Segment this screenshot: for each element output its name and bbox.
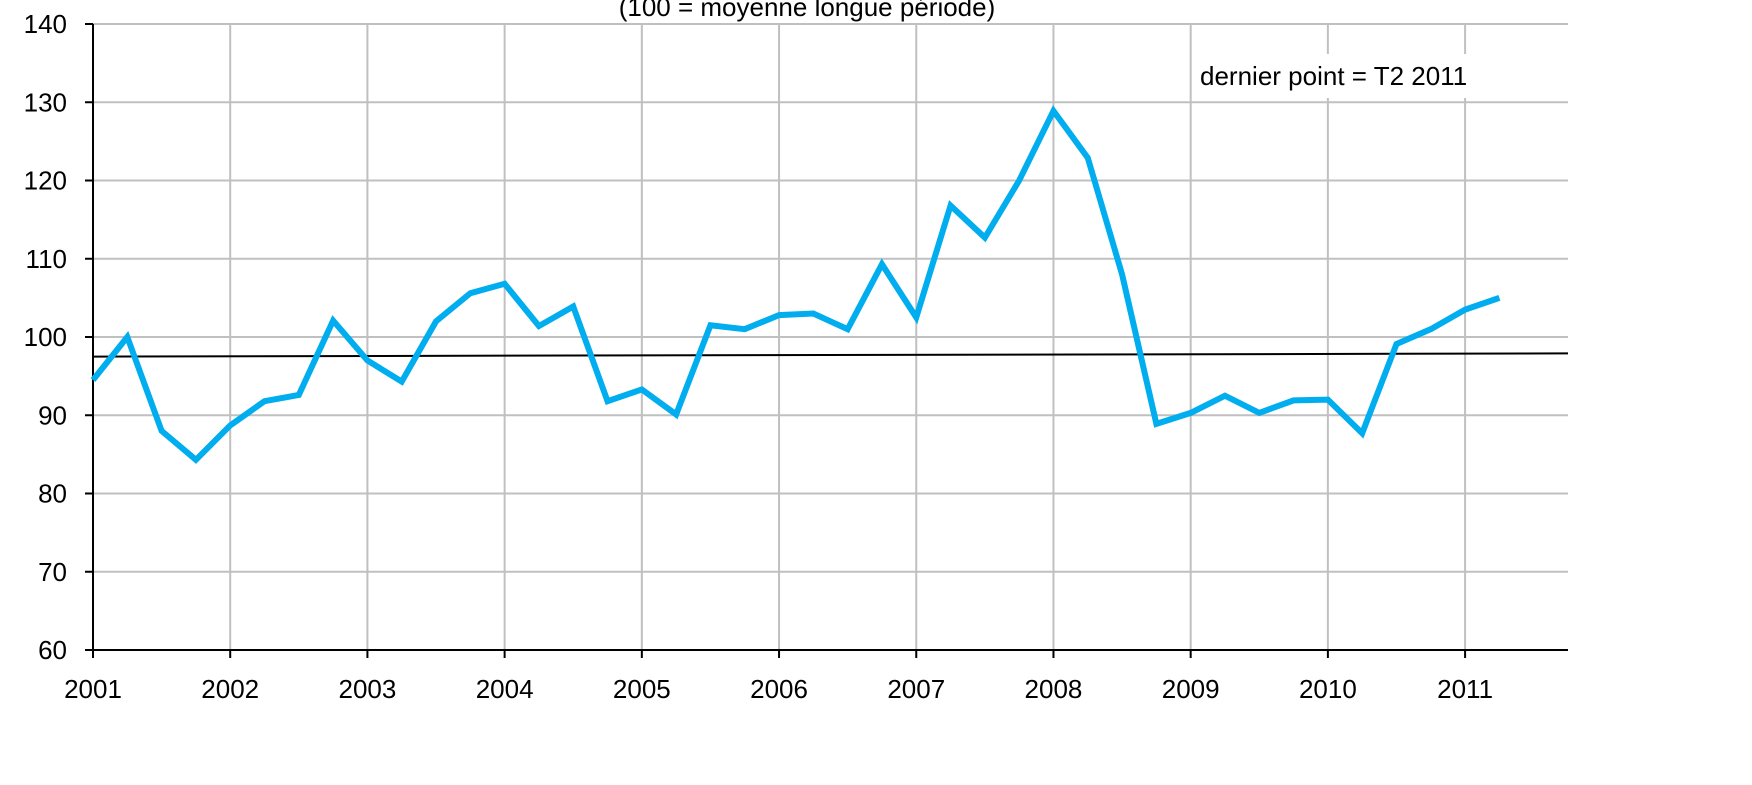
y-tick-label: 110 xyxy=(26,244,67,274)
annotation-bg xyxy=(1196,54,1552,98)
reference-line xyxy=(92,352,1569,358)
x-tick-label: 2003 xyxy=(338,674,396,704)
y-tick-label: 90 xyxy=(38,400,67,430)
x-tick-label: 2009 xyxy=(1162,674,1220,704)
x-tick-label: 2002 xyxy=(201,674,259,704)
x-tick-label: 2008 xyxy=(1025,674,1083,704)
y-tick-label: 120 xyxy=(24,166,67,196)
y-tick-label: 140 xyxy=(24,9,67,39)
x-tick-label: 2004 xyxy=(476,674,534,704)
x-tick-label: 2010 xyxy=(1299,674,1357,704)
x-tick-label: 2011 xyxy=(1437,674,1493,704)
chart-subtitle: (100 = moyenne longue période) xyxy=(619,0,996,22)
x-tick-label: 2006 xyxy=(750,674,808,704)
y-tick-label: 80 xyxy=(38,479,67,509)
y-tick-label: 70 xyxy=(38,557,67,587)
x-tick-label: 2001 xyxy=(64,674,122,704)
annotation: dernier point = T2 2011 xyxy=(1200,61,1467,91)
y-tick-label: 60 xyxy=(38,635,67,665)
x-tick-label: 2005 xyxy=(613,674,671,704)
y-tick-label: 100 xyxy=(24,322,67,352)
data-line xyxy=(90,105,1501,464)
x-tick-label: 2007 xyxy=(887,674,945,704)
y-tick-label: 130 xyxy=(24,87,67,117)
